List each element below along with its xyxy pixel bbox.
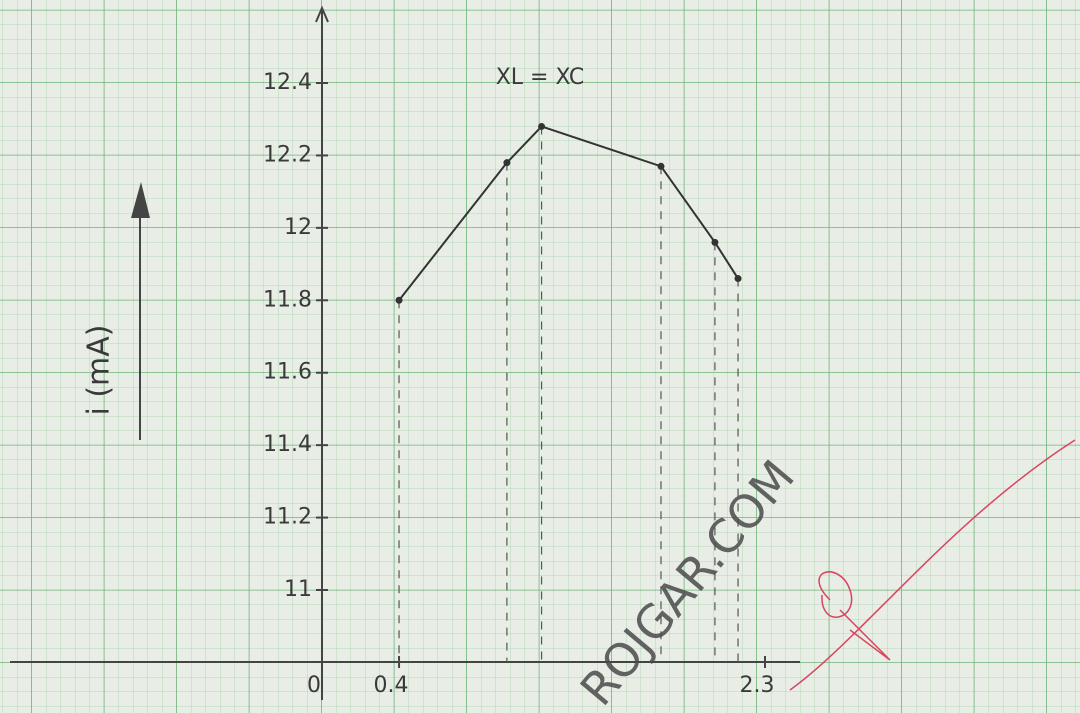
x-tick-label: 0 — [307, 673, 321, 698]
x-tick-label: 0.4 — [374, 673, 409, 698]
x-tick-label: 2.3 — [740, 673, 775, 698]
page: i (mA) XL = XC 11 11.2 11.4 11.6 11.8 12 12.2 1… — [0, 0, 1080, 713]
y-tick-label: 12.4 — [263, 70, 312, 95]
y-tick-label: 12 — [284, 215, 312, 240]
y-tick-label: 11.6 — [263, 360, 312, 385]
y-axis-label: i (mA) — [82, 324, 117, 415]
data-point — [538, 123, 545, 130]
grid-bold — [0, 0, 1080, 713]
y-tick-label: 11 — [284, 577, 312, 602]
data-point — [396, 297, 403, 304]
y-tick-label: 11.4 — [263, 432, 312, 457]
data-point — [657, 163, 664, 170]
annotation: XL = XC — [496, 65, 585, 90]
y-tick-label: 11.8 — [263, 287, 312, 312]
y-tick-label: 11.2 — [263, 505, 312, 530]
data-point — [735, 275, 742, 282]
data-point — [711, 239, 718, 246]
chart: i (mA) XL = XC 11 11.2 11.4 11.6 11.8 12 12.2 1… — [0, 0, 1080, 713]
data-point — [503, 159, 510, 166]
y-tick-label: 12.2 — [263, 142, 312, 167]
